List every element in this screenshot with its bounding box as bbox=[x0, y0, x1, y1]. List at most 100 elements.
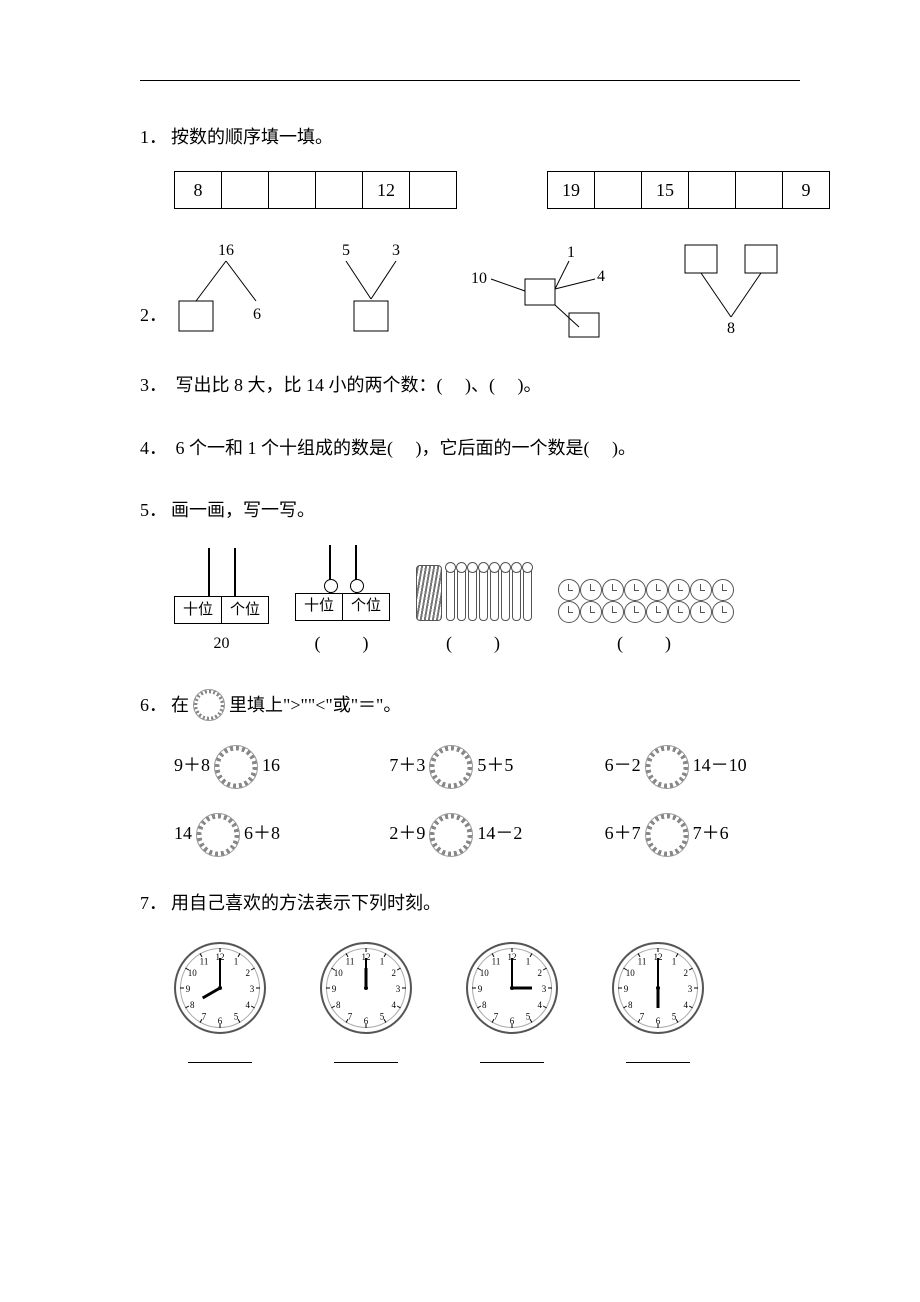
seq-cell: 9 bbox=[782, 171, 830, 209]
question-2: 2． 1665310148 bbox=[140, 239, 800, 339]
stick-bundle bbox=[416, 565, 442, 621]
q3-text-b: )、( bbox=[465, 375, 495, 395]
seq-cell: 15 bbox=[641, 171, 689, 209]
seq-cell bbox=[735, 171, 783, 209]
svg-text:5: 5 bbox=[380, 1011, 385, 1021]
seq-cell bbox=[688, 171, 736, 209]
svg-text:7: 7 bbox=[348, 1011, 353, 1021]
q3-text-c: )。 bbox=[518, 375, 542, 395]
svg-text:4: 4 bbox=[245, 1000, 250, 1010]
svg-text:3: 3 bbox=[392, 242, 400, 259]
alarm-paren: ( ) bbox=[558, 627, 732, 659]
question-1: 1． 按数的顺序填一填。 812 19159 bbox=[140, 121, 800, 209]
q6-intro-b: 里填上">""<"或"＝"。 bbox=[229, 689, 401, 721]
svg-text:3: 3 bbox=[542, 984, 547, 994]
mini-clock-icon bbox=[602, 601, 624, 623]
number-bond: 8 bbox=[671, 239, 791, 339]
q5-number: 5． bbox=[140, 494, 167, 526]
svg-text:16: 16 bbox=[218, 242, 234, 259]
svg-text:11: 11 bbox=[346, 956, 355, 966]
svg-text:10: 10 bbox=[626, 968, 636, 978]
mini-clock-icon bbox=[580, 579, 602, 601]
number-bond: 10 1 4 bbox=[461, 239, 631, 339]
flower-circle-icon bbox=[196, 813, 240, 857]
svg-text:4: 4 bbox=[597, 268, 605, 285]
seq-cell bbox=[594, 171, 642, 209]
flower-circle-icon bbox=[645, 745, 689, 789]
clock-item: 121234567891011 bbox=[174, 942, 266, 1063]
svg-text:2: 2 bbox=[245, 968, 250, 978]
svg-text:1: 1 bbox=[672, 956, 677, 966]
q2-bonds: 1665310148 bbox=[171, 239, 791, 339]
flower-circle-icon bbox=[429, 745, 473, 789]
mini-clock-icon bbox=[580, 601, 602, 623]
sticks-block: ( ) bbox=[416, 565, 532, 659]
svg-text:5: 5 bbox=[672, 1011, 677, 1021]
pv1-tens-label: 十位 bbox=[175, 597, 222, 623]
compare-left: 6＋7 bbox=[605, 823, 641, 843]
place-value-1: 十位 个位 20 bbox=[174, 548, 269, 659]
top-rule bbox=[140, 80, 800, 81]
seq-cell: 19 bbox=[547, 171, 595, 209]
q3-number: 3． bbox=[140, 375, 167, 395]
clock-face: 121234567891011 bbox=[320, 942, 412, 1034]
mini-clock-icon bbox=[668, 579, 690, 601]
mini-clock-icon bbox=[624, 579, 646, 601]
svg-text:1: 1 bbox=[567, 244, 575, 261]
pv2-ones-label: 个位 bbox=[343, 594, 389, 620]
compare-right: 16 bbox=[262, 755, 280, 775]
svg-text:5: 5 bbox=[234, 1011, 239, 1021]
answer-line bbox=[188, 1048, 252, 1063]
q7-text: 用自己喜欢的方法表示下列时刻。 bbox=[171, 887, 441, 919]
alarm-block: ( ) bbox=[558, 579, 732, 659]
clock-item: 121234567891011 bbox=[612, 942, 704, 1063]
svg-text:2: 2 bbox=[391, 968, 396, 978]
compare-item: 9＋8 16 bbox=[174, 745, 369, 789]
answer-line bbox=[334, 1048, 398, 1063]
svg-text:2: 2 bbox=[683, 968, 688, 978]
single-stick bbox=[490, 567, 499, 621]
question-7: 7． 用自己喜欢的方法表示下列时刻。 121234567891011 121234… bbox=[140, 887, 800, 1062]
clock-face: 121234567891011 bbox=[612, 942, 704, 1034]
svg-text:11: 11 bbox=[200, 956, 209, 966]
compare-right: 7＋6 bbox=[693, 823, 729, 843]
single-stick bbox=[512, 567, 521, 621]
seq-cell: 8 bbox=[174, 171, 222, 209]
svg-text:4: 4 bbox=[391, 1000, 396, 1010]
flower-circle-icon bbox=[645, 813, 689, 857]
compare-left: 6－2 bbox=[605, 755, 641, 775]
mini-clock-icon bbox=[646, 601, 668, 623]
q1-sequence-a: 812 bbox=[174, 171, 457, 209]
mini-clock-icon bbox=[602, 579, 624, 601]
seq-cell bbox=[268, 171, 316, 209]
svg-text:3: 3 bbox=[688, 984, 693, 994]
q4-text-a: 6 个一和 1 个十组成的数是( bbox=[176, 438, 394, 458]
compare-left: 9＋8 bbox=[174, 755, 210, 775]
compare-left: 7＋3 bbox=[389, 755, 425, 775]
compare-right: 5＋5 bbox=[477, 755, 513, 775]
svg-text:11: 11 bbox=[638, 956, 647, 966]
q1-text: 按数的顺序填一填。 bbox=[171, 121, 333, 153]
svg-text:5: 5 bbox=[342, 242, 350, 259]
compare-left: 14 bbox=[174, 823, 192, 843]
q7-number: 7． bbox=[140, 887, 167, 919]
single-stick bbox=[457, 567, 466, 621]
answer-line bbox=[626, 1048, 690, 1063]
svg-text:4: 4 bbox=[537, 1000, 542, 1010]
place-value-2: 十位 个位 ( ) bbox=[295, 545, 390, 659]
pv1-under: 20 bbox=[174, 630, 269, 659]
number-bond: 166 bbox=[171, 239, 281, 339]
q4-number: 4． bbox=[140, 438, 167, 458]
compare-item: 146＋8 bbox=[174, 813, 369, 857]
seq-cell bbox=[315, 171, 363, 209]
q1-number: 1． bbox=[140, 121, 167, 153]
q5-text: 画一画，写一写。 bbox=[171, 494, 315, 526]
svg-text:9: 9 bbox=[186, 984, 191, 994]
svg-text:7: 7 bbox=[494, 1011, 499, 1021]
svg-text:7: 7 bbox=[640, 1011, 645, 1021]
svg-text:9: 9 bbox=[332, 984, 337, 994]
number-bond: 53 bbox=[321, 239, 421, 339]
pv2-tens-label: 十位 bbox=[296, 594, 343, 620]
q1-sequence-b: 19 15 9 bbox=[547, 171, 830, 209]
svg-text:10: 10 bbox=[471, 270, 487, 287]
